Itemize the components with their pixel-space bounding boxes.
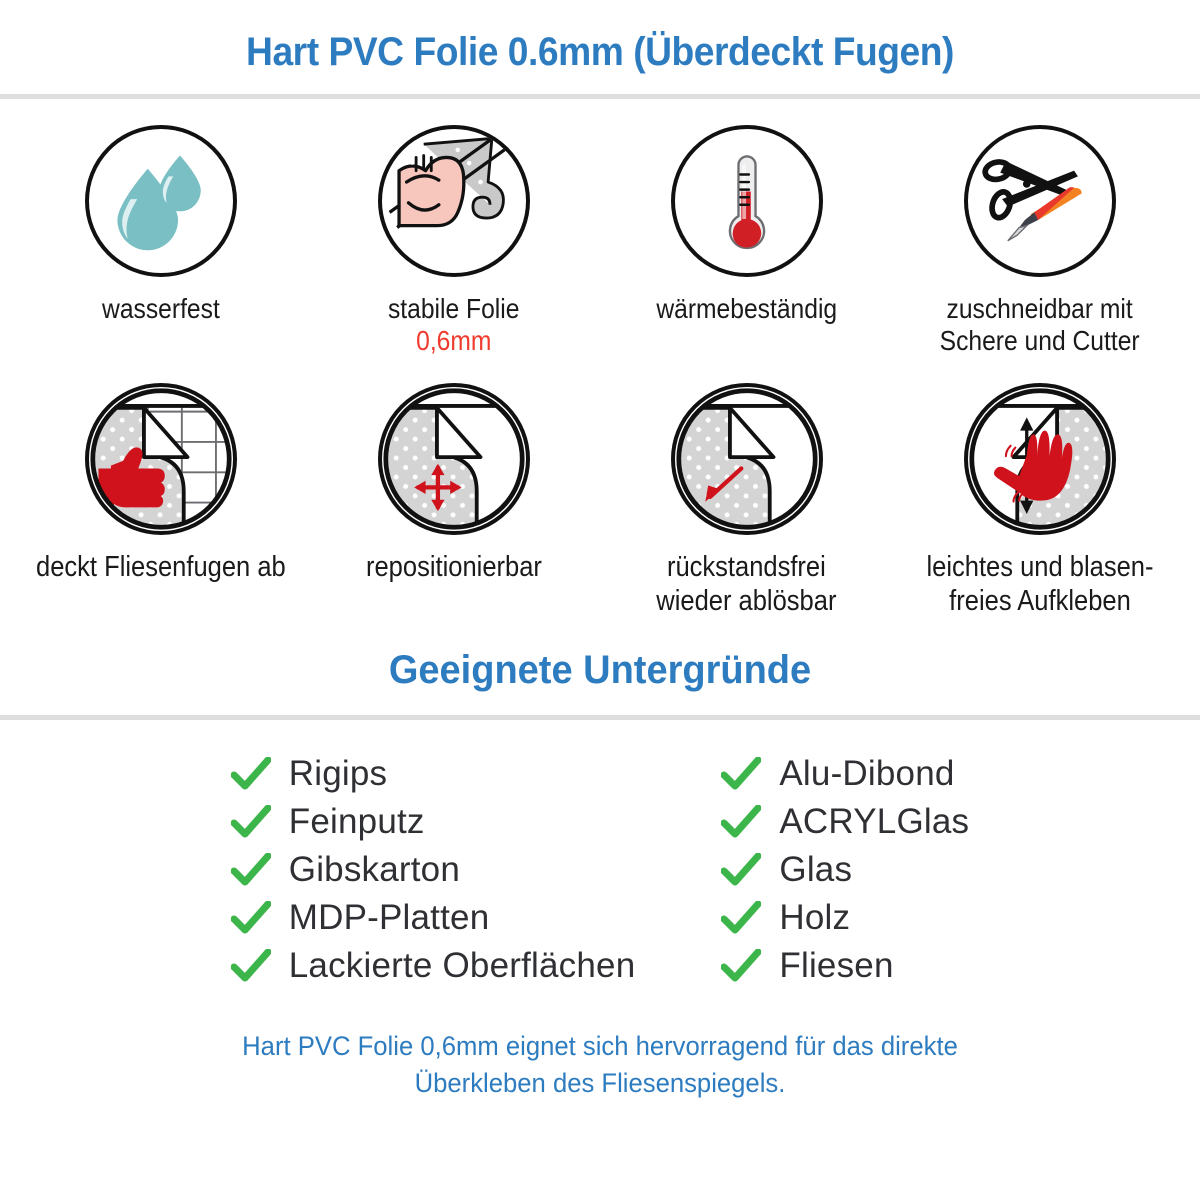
feature-grid-row-1: wasserfest <box>0 99 1200 357</box>
thermometer-icon <box>670 125 823 277</box>
list-item-label: Gibskarton <box>288 850 461 890</box>
list-item: Alu-Dibond <box>721 750 969 798</box>
list-item: Fliesen <box>721 942 969 990</box>
feature-grid-row-2: deckt Fliesenfugen ab <box>0 357 1200 618</box>
scissors-cutter-icon <box>963 125 1116 277</box>
check-icon <box>721 805 762 839</box>
list-item: Holz <box>721 894 969 942</box>
list-item: Glas <box>721 846 969 894</box>
hand-smoothing-film-icon <box>963 383 1116 536</box>
list-item-label: Feinputz <box>288 802 425 842</box>
list-item-label: MDP-Platten <box>288 898 490 938</box>
feature-label: stabile Folie <box>387 293 520 324</box>
check-icon <box>721 757 762 791</box>
feature-label: rückstandsfrei wieder ablösbar <box>656 551 837 617</box>
peel-off-arrow-film-icon <box>670 383 823 536</box>
section-title-untergruende: Geeignete Untergründe <box>388 648 812 693</box>
check-icon <box>230 853 271 887</box>
feature-repositionierbar: repositionierbar <box>307 383 600 618</box>
list-item-label: Glas <box>779 850 853 890</box>
footer-note: Hart PVC Folie 0,6mm eignet sich hervorr… <box>242 1031 958 1098</box>
feature-label: wasserfest <box>101 293 220 324</box>
feature-waermebestaendig: wärmebeständig <box>600 125 893 357</box>
feature-rueckstandsfrei: rückstandsfrei wieder ablösbar <box>600 383 893 618</box>
check-icon <box>721 901 762 935</box>
feature-label: leichtes und blasen- freies Aufkleben <box>925 551 1153 617</box>
list-item: Rigips <box>230 750 636 798</box>
substrate-column-left: Rigips Feinputz Gibskarton MDP-Platten L… <box>230 750 636 990</box>
feature-label: deckt Fliesenfugen ab <box>35 551 286 584</box>
reposition-arrows-film-icon <box>377 383 530 536</box>
check-icon <box>230 901 271 935</box>
feature-stabile-folie: stabile Folie 0,6mm <box>307 125 600 357</box>
list-item-label: ACRYLGlas <box>779 802 970 842</box>
list-item: Gibskarton <box>230 846 636 894</box>
check-icon <box>230 757 271 791</box>
feature-blasenfreies-aufkleben: leichtes und blasen- freies Aufkleben <box>893 383 1186 618</box>
thumbs-up-tile-film-icon <box>84 383 237 536</box>
substrate-column-right: Alu-Dibond ACRYLGlas Glas Holz Fliesen <box>721 750 969 990</box>
list-item: Feinputz <box>230 798 636 846</box>
check-icon <box>721 949 762 983</box>
check-icon <box>230 949 271 983</box>
check-icon <box>721 853 762 887</box>
list-item-label: Alu-Dibond <box>779 754 955 794</box>
water-drops-icon <box>84 125 237 277</box>
section-divider <box>0 715 1200 721</box>
page-title: Hart PVC Folie 0.6mm (Überdeckt Fugen) <box>246 30 954 74</box>
feature-label: zuschneidbar mit Schere und Cutter <box>939 293 1140 357</box>
feature-zuschneidbar: zuschneidbar mit Schere und Cutter <box>893 125 1186 357</box>
feature-sublabel: 0,6mm <box>415 325 492 357</box>
list-item: ACRYLGlas <box>721 798 969 846</box>
list-item: Lackierte Oberflächen <box>230 942 636 990</box>
list-item-label: Fliesen <box>779 946 894 986</box>
feature-label: repositionierbar <box>365 551 542 584</box>
feature-deckt-fliesenfugen: deckt Fliesenfugen ab <box>14 383 307 618</box>
flexing-arm-film-icon <box>377 125 530 277</box>
list-item-label: Holz <box>779 898 851 938</box>
suitable-substrates-list: Rigips Feinputz Gibskarton MDP-Platten L… <box>0 720 1200 990</box>
feature-wasserfest: wasserfest <box>14 125 307 357</box>
list-item-label: Lackierte Oberflächen <box>288 946 636 986</box>
list-item: MDP-Platten <box>230 894 636 942</box>
check-icon <box>230 805 271 839</box>
header-divider <box>0 94 1200 99</box>
feature-label: wärmebeständig <box>656 293 837 324</box>
list-item-label: Rigips <box>288 754 388 794</box>
